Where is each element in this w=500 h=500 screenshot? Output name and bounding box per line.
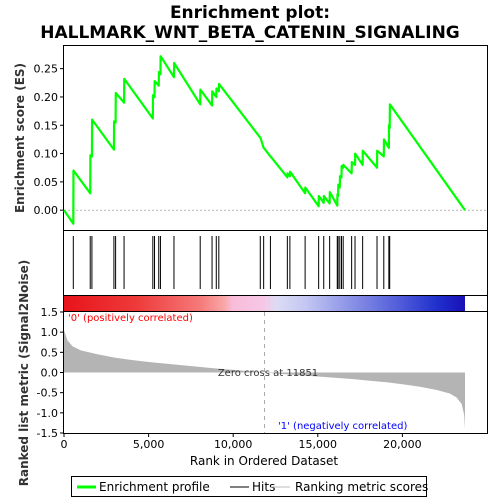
metric-tick-label: 1.5 bbox=[41, 306, 59, 319]
metric-tick-label: -1.5 bbox=[37, 427, 58, 440]
x-axis-label: Rank in Ordered Dataset bbox=[190, 454, 338, 468]
es-tick-label: 0.15 bbox=[34, 119, 59, 132]
x-tick-label: 0 bbox=[61, 438, 68, 451]
legend-hits-label: Hits bbox=[252, 480, 275, 494]
metric-tick-label: 0.0 bbox=[41, 367, 59, 380]
x-tick-label: 15,000 bbox=[299, 438, 338, 451]
x-tick-label: 20,000 bbox=[383, 438, 422, 451]
es-line-layer bbox=[63, 55, 466, 225]
es-panel bbox=[63, 45, 488, 231]
es-y-axis-label: Enrichment score (ES) bbox=[13, 63, 27, 213]
zero-cross-label: Zero cross at 11851 bbox=[218, 368, 318, 379]
es-tick-label: 0.00 bbox=[34, 204, 59, 217]
rank-color-band bbox=[64, 296, 466, 311]
es-tick-label: 0.10 bbox=[34, 148, 59, 161]
metric-y-axis-label: Ranked list metric (Signal2Noise) bbox=[17, 260, 31, 487]
metric-tick-label: -0.5 bbox=[37, 387, 58, 400]
x-axis: 0 5,000 10,000 15,000 20,000 bbox=[61, 433, 422, 451]
chart-title-line2: HALLMARK_WNT_BETA_CATENIN_SIGNALING bbox=[40, 23, 460, 43]
ranking-metric-area bbox=[64, 330, 466, 429]
es-axis: 0.00 0.05 0.10 0.15 0.20 0.25 bbox=[34, 63, 487, 217]
metric-area bbox=[64, 330, 466, 429]
es-tick-label: 0.25 bbox=[34, 63, 59, 76]
metric-tick-label: -1.0 bbox=[37, 407, 58, 420]
metric-tick-label: 1.0 bbox=[41, 326, 59, 339]
metric-tick-label: 0.5 bbox=[41, 346, 59, 359]
x-tick-label: 10,000 bbox=[214, 438, 253, 451]
positive-correlation-label: '0' (positively correlated) bbox=[68, 313, 193, 324]
legend-metric-label: Ranking metric scores bbox=[295, 480, 428, 494]
negative-correlation-label: '1' (negatively correlated) bbox=[278, 421, 407, 432]
es-tick-label: 0.20 bbox=[34, 91, 59, 104]
enrichment-profile-line bbox=[63, 55, 466, 225]
x-tick-label: 5,000 bbox=[133, 438, 165, 451]
hit-marks bbox=[72, 236, 391, 289]
legend-enrichment-label: Enrichment profile bbox=[99, 480, 210, 494]
hits-panel bbox=[63, 230, 488, 296]
chart-title-line1: Enrichment plot: bbox=[170, 3, 330, 23]
es-tick-label: 0.05 bbox=[34, 176, 59, 189]
metric-axis: 1.5 1.0 0.5 0.0 -0.5 -1.0 -1.5 bbox=[37, 306, 64, 440]
